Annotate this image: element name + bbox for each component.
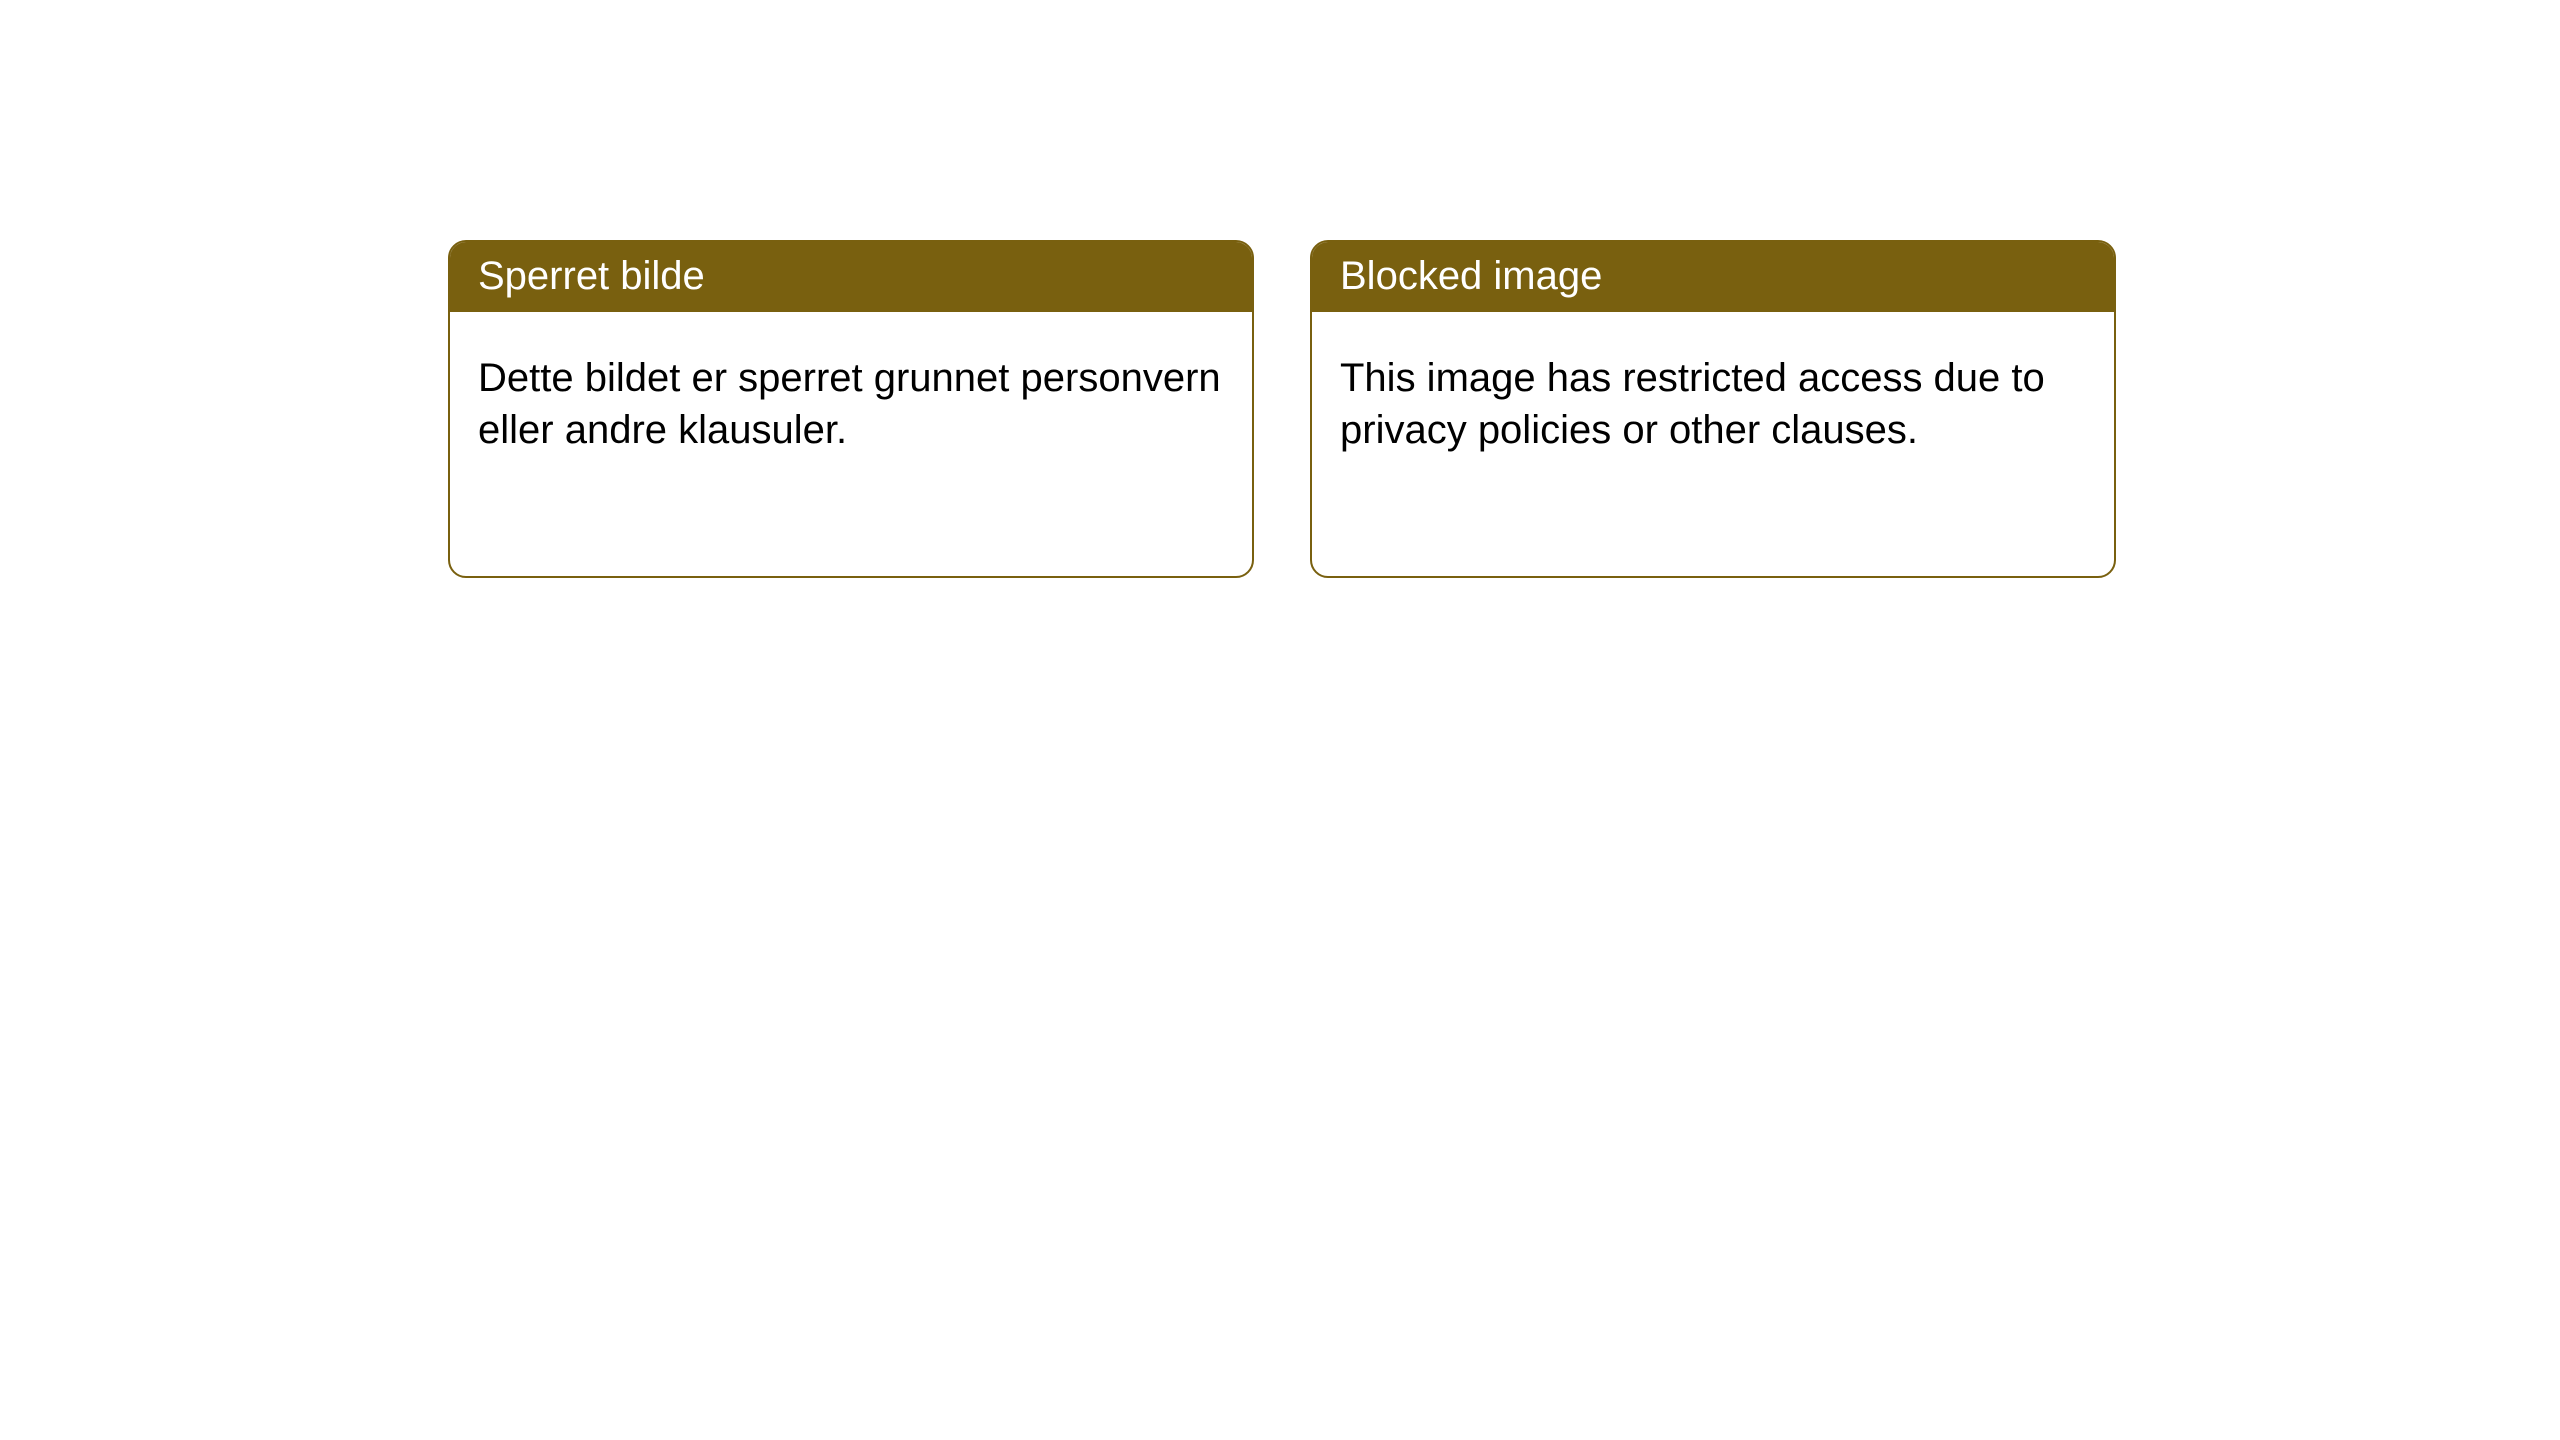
card-title: Blocked image [1340,254,1602,298]
card-title: Sperret bilde [478,254,705,298]
card-message: This image has restricted access due to … [1340,356,2045,452]
notice-card-norwegian: Sperret bilde Dette bildet er sperret gr… [448,240,1254,578]
card-body: This image has restricted access due to … [1312,312,2114,484]
notice-card-english: Blocked image This image has restricted … [1310,240,2116,578]
card-header: Blocked image [1312,242,2114,312]
notice-container: Sperret bilde Dette bildet er sperret gr… [0,0,2560,578]
card-body: Dette bildet er sperret grunnet personve… [450,312,1252,484]
card-header: Sperret bilde [450,242,1252,312]
card-message: Dette bildet er sperret grunnet personve… [478,356,1221,452]
